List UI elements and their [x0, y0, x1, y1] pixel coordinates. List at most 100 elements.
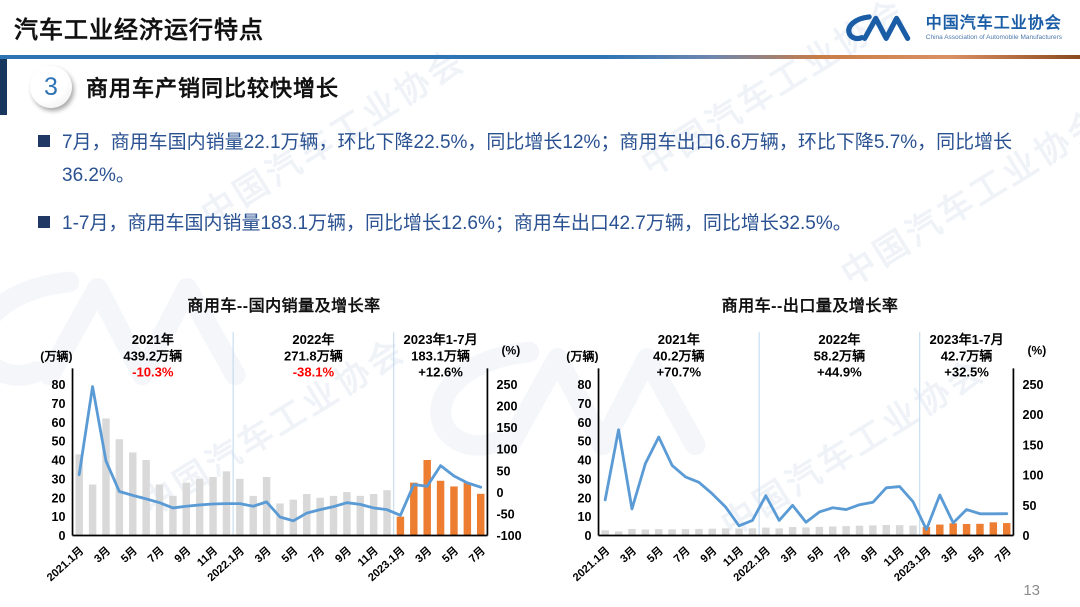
x-axis-label: 5月 — [440, 544, 461, 565]
bar — [436, 480, 445, 536]
annotation-total: 58.2万辆 — [814, 347, 866, 363]
slide-title: 汽车工业经济运行特点 — [14, 17, 264, 44]
bar — [356, 495, 364, 536]
bullet-item: 1-7月，商用车国内销量183.1万辆，同比增长12.6%；商用车出口42.7万… — [38, 207, 1048, 240]
bar — [855, 525, 864, 536]
left-axis-tick: 50 — [577, 435, 591, 449]
right-axis-tick: 0 — [1022, 529, 1029, 543]
bar — [195, 478, 204, 536]
x-axis-label: 7月 — [671, 544, 692, 565]
x-axis-label: 3月 — [413, 544, 434, 565]
left-axis-tick: 60 — [51, 416, 65, 430]
annotation-total: 439.2万辆 — [123, 347, 182, 363]
right-axis-tick: 100 — [496, 443, 517, 457]
domestic-sales-chart: 0 10 20 30 40 50 60 70 80 -100 -50 0 50 100 150 200 250 (… — [40, 331, 521, 584]
x-axis-label: 2021.1月 — [44, 544, 86, 584]
bullet-text: 7月，商用车国内销量22.1万辆，环比下降22.5%，同比增长12%；商用车出口… — [62, 132, 1013, 187]
header: 汽车工业经济运行特点 中国汽车工业协会 China Association of… — [0, 0, 1080, 56]
left-axis-tick: 60 — [577, 416, 591, 430]
bar — [88, 484, 97, 536]
right-axis-tick: 50 — [1022, 499, 1036, 513]
left-axis-tick: 10 — [51, 510, 65, 524]
left-axis-tick: 50 — [51, 435, 65, 449]
bar — [236, 478, 244, 536]
caam-logo-icon — [846, 14, 911, 42]
bar — [316, 497, 324, 536]
header-divider — [0, 55, 1080, 59]
annotation-total: 183.1万辆 — [411, 347, 470, 363]
bar — [695, 528, 703, 536]
bar — [1002, 523, 1011, 536]
annotation-change: +70.7% — [656, 364, 701, 379]
right-axis-unit: (%) — [1028, 343, 1047, 357]
x-axis-label: 5月 — [805, 544, 826, 565]
right-axis-tick: -100 — [496, 529, 521, 543]
x-axis-label: 3月 — [778, 544, 799, 565]
bar — [802, 527, 810, 536]
bar — [102, 418, 110, 536]
x-axis-label: 9月 — [858, 544, 879, 565]
bar — [976, 523, 984, 536]
bullet-square-icon — [38, 135, 50, 147]
x-axis-label: 3月 — [939, 544, 960, 565]
bar — [655, 529, 663, 536]
x-axis-label: 5月 — [118, 544, 139, 565]
left-axis-tick: 0 — [584, 529, 591, 543]
bar — [383, 490, 391, 536]
left-axis-tick: 40 — [51, 454, 65, 468]
bar — [989, 522, 998, 536]
right-axis-tick: 250 — [496, 378, 517, 392]
right-axis-tick: 200 — [496, 400, 517, 414]
left-axis-tick: 20 — [577, 491, 591, 505]
page-number: 13 — [1023, 582, 1040, 599]
logo-name-en: China Association of Automobile Manufact… — [925, 34, 1062, 42]
x-axis-label: 7月 — [145, 544, 166, 565]
bar — [75, 454, 83, 536]
bullet-text: 1-7月，商用车国内销量183.1万辆，同比增长12.6%；商用车出口42.7万… — [62, 212, 852, 234]
bar — [169, 495, 177, 536]
annotation-year: 2021年 — [132, 331, 174, 347]
bar — [641, 529, 650, 536]
chart-title: 商用车--国内销量及增长率 — [187, 298, 381, 315]
bar — [276, 503, 284, 536]
bar — [289, 499, 298, 536]
bar — [249, 495, 257, 536]
bar — [668, 529, 676, 536]
left-axis-unit: (万辆) — [40, 348, 72, 363]
left-axis-tick: 30 — [51, 472, 65, 486]
right-axis-tick: 200 — [1022, 408, 1043, 422]
bar — [303, 493, 311, 536]
caam-logo: 中国汽车工业协会 China Association of Automobile… — [844, 8, 1062, 48]
x-axis-label: 2021.1月 — [570, 544, 612, 584]
bar — [209, 476, 217, 536]
annotation-change: -38.1% — [293, 364, 335, 379]
left-accent-bar — [0, 59, 7, 115]
right-axis-unit: (%) — [502, 343, 521, 357]
x-axis-label: 5月 — [966, 544, 987, 565]
export-volume-chart-block: 商用车--出口量及增长率 0 10 20 30 40 50 60 70 80 0 50 100 150 2… — [558, 292, 1062, 603]
x-axis-label: 5月 — [279, 544, 300, 565]
left-axis-tick: 70 — [51, 397, 65, 411]
annotation-total: 42.7万辆 — [941, 347, 993, 363]
right-axis-tick: 100 — [1022, 469, 1043, 483]
bar — [922, 527, 931, 536]
bar — [681, 529, 690, 536]
bar — [476, 493, 485, 536]
annotation-year: 2023年1-7月 — [403, 331, 477, 347]
bar — [735, 528, 743, 536]
x-axis-label: 3月 — [618, 544, 639, 565]
section-number-badge: 3 — [30, 66, 72, 108]
bar — [450, 486, 458, 536]
left-axis-tick: 80 — [577, 378, 591, 392]
x-axis-label: 3月 — [92, 544, 113, 565]
bar — [869, 525, 877, 536]
annotation-change: +44.9% — [817, 364, 862, 379]
bar — [155, 484, 164, 536]
bullet-square-icon — [38, 215, 50, 228]
bar — [115, 439, 124, 536]
growth-line — [603, 428, 1009, 531]
left-axis-tick: 40 — [577, 454, 591, 468]
bar — [182, 482, 191, 536]
left-axis-tick: 20 — [51, 491, 65, 505]
